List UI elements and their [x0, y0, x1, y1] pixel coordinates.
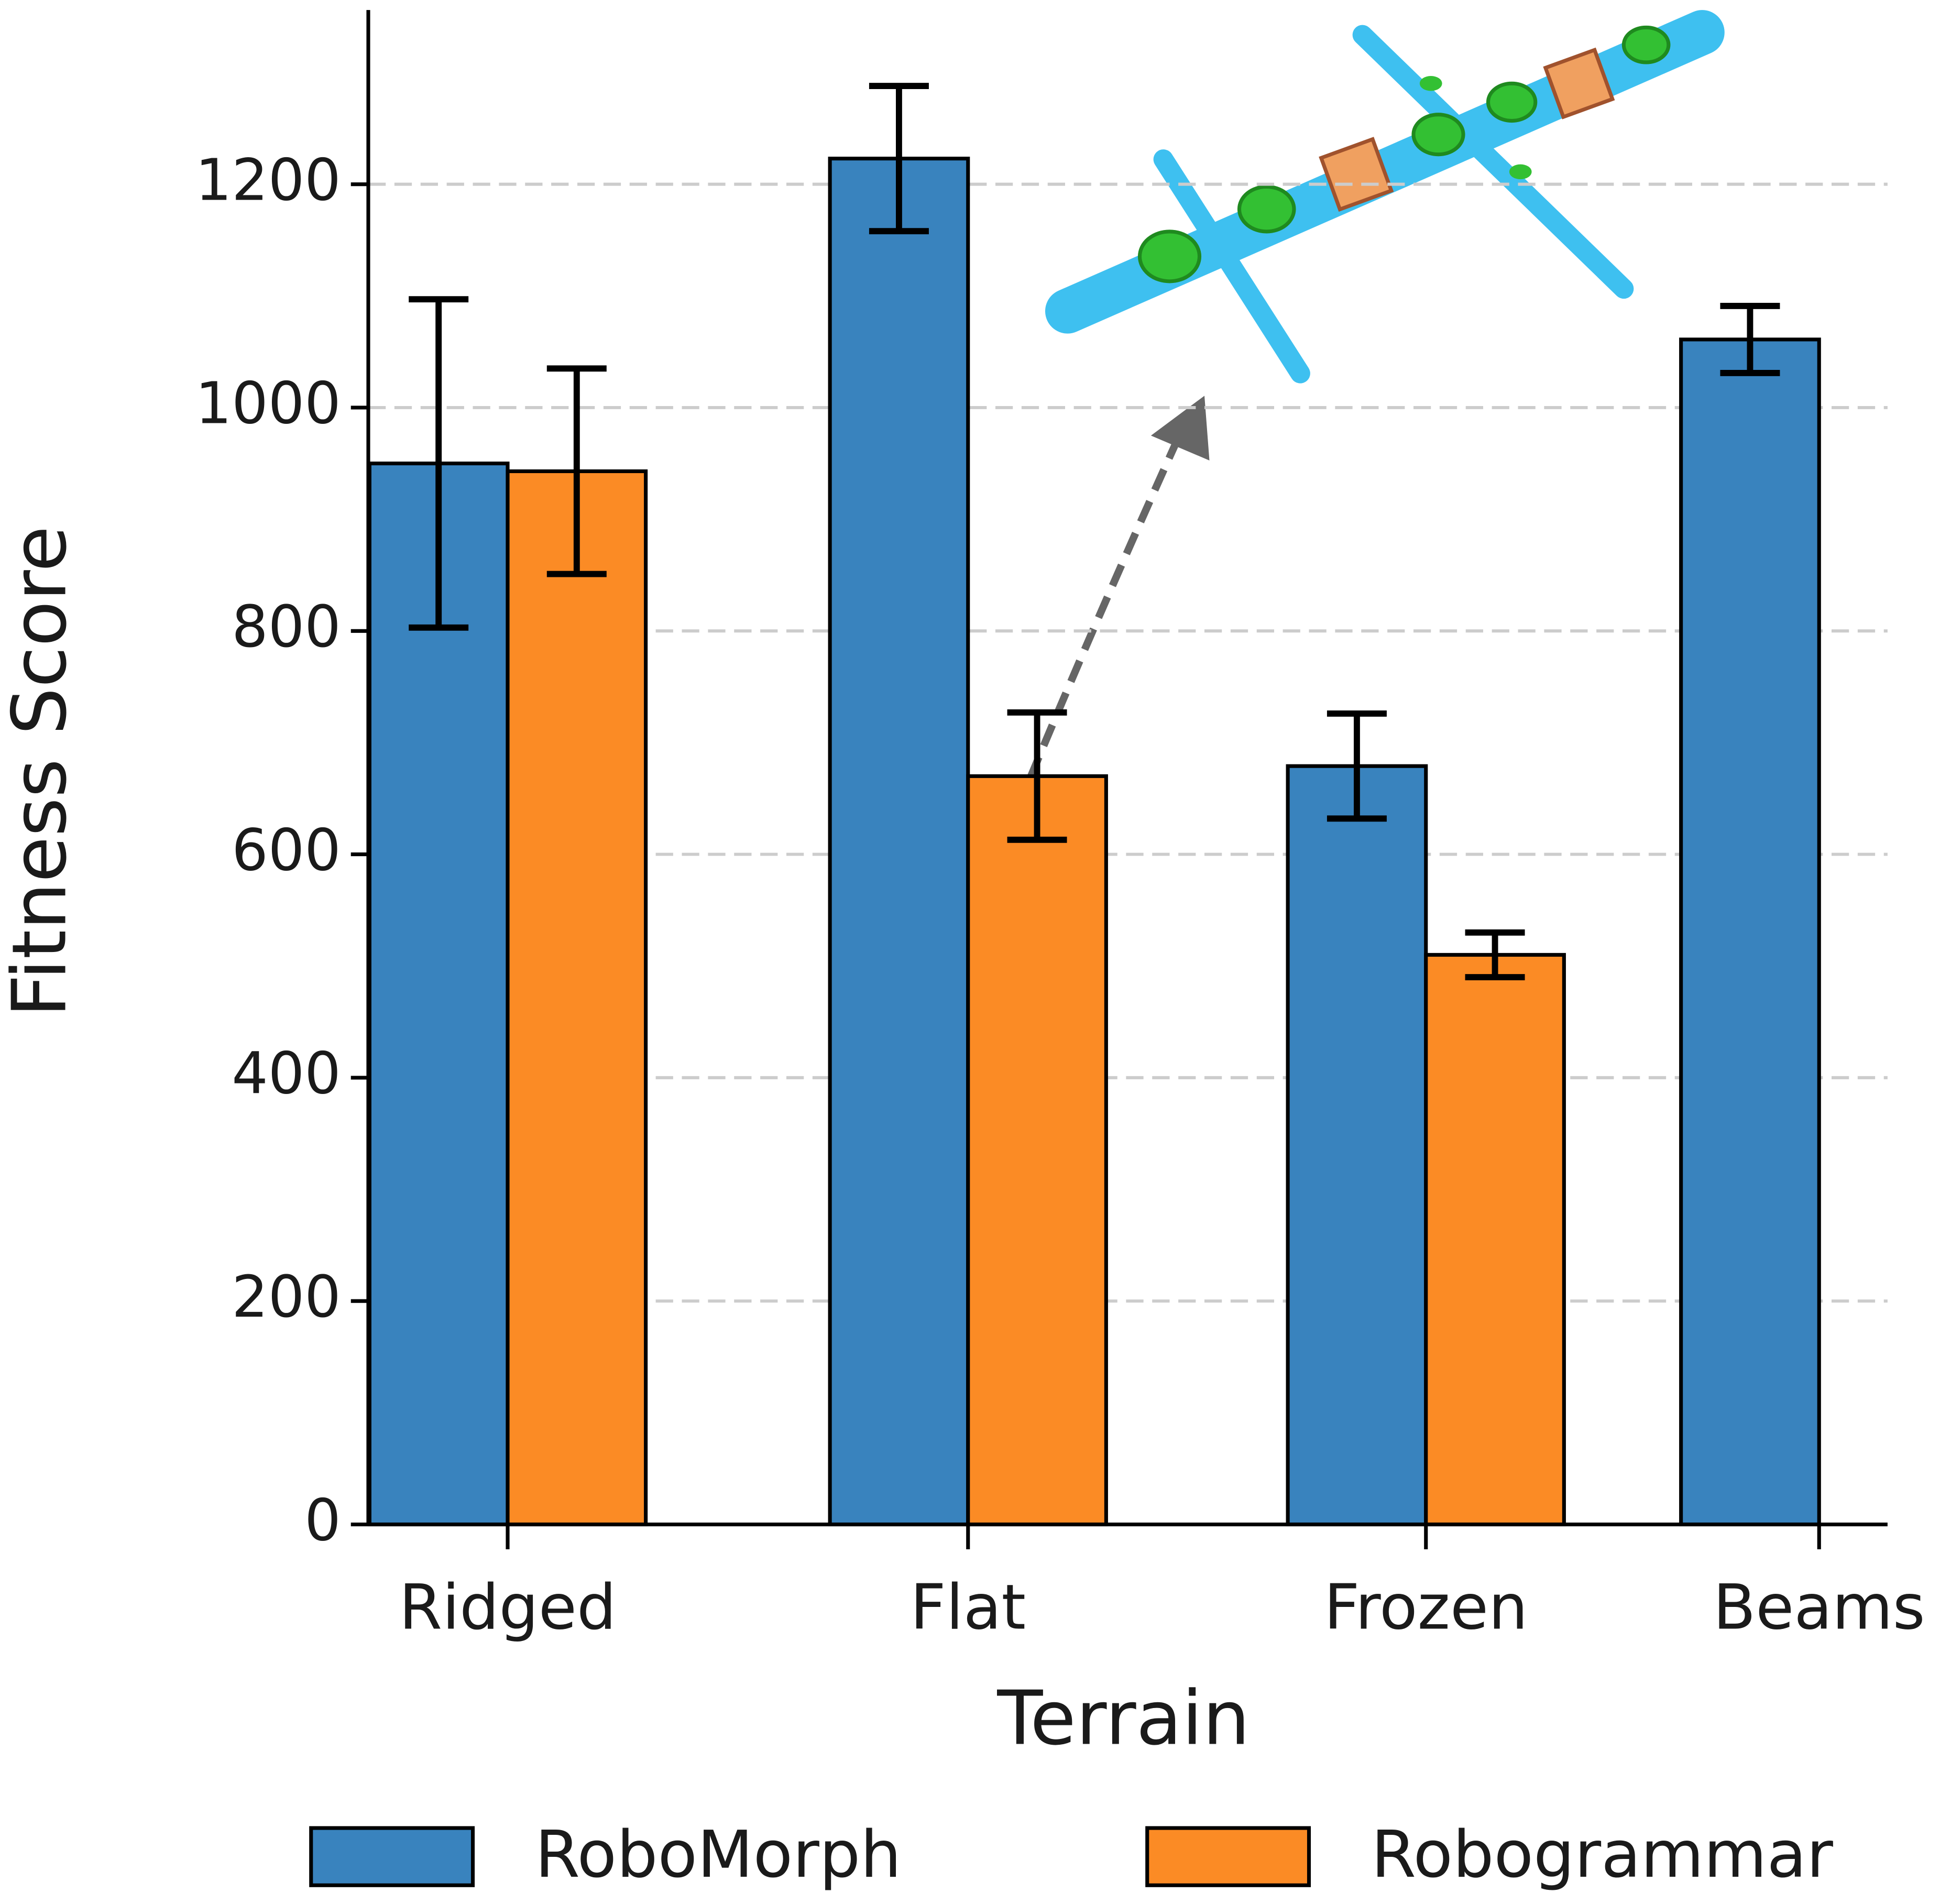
robot-illustration: [1045, 10, 1725, 384]
x-tick-label: Frozen: [1324, 1571, 1528, 1644]
legend-swatch: [309, 1826, 475, 1887]
legend-label: RoboMorph: [535, 1817, 901, 1892]
x-tick-label: Ridged: [399, 1571, 617, 1644]
bar: [1286, 764, 1428, 1527]
y-tick-label: 400: [232, 1041, 341, 1107]
error-bar: [1007, 709, 1067, 843]
error-bar: [869, 83, 929, 235]
annotation-arrow: [1026, 396, 1210, 780]
error-bar: [409, 296, 469, 631]
legend-swatch: [1145, 1826, 1311, 1887]
error-bar: [1720, 303, 1780, 376]
error-bar: [1465, 929, 1525, 980]
bar: [828, 157, 970, 1527]
bar: [1424, 953, 1566, 1527]
error-bar: [546, 365, 607, 577]
x-tick-label: Flat: [910, 1571, 1026, 1644]
legend-label: Robogrammar: [1371, 1817, 1833, 1892]
y-tick-label: 0: [304, 1487, 341, 1553]
bar: [966, 774, 1108, 1527]
error-bar: [1327, 710, 1387, 822]
y-axis-title: Fitness Score: [0, 526, 83, 1017]
bar: [1679, 337, 1821, 1527]
y-tick-label: 800: [232, 594, 341, 660]
y-tick-label: 1000: [195, 370, 341, 437]
y-tick-label: 600: [232, 817, 341, 883]
bar: [506, 469, 648, 1527]
x-axis-title: Terrain: [996, 1675, 1249, 1762]
y-tick-label: 1200: [195, 147, 341, 213]
y-tick-label: 200: [232, 1264, 341, 1330]
x-tick-label: Beams: [1713, 1571, 1925, 1644]
